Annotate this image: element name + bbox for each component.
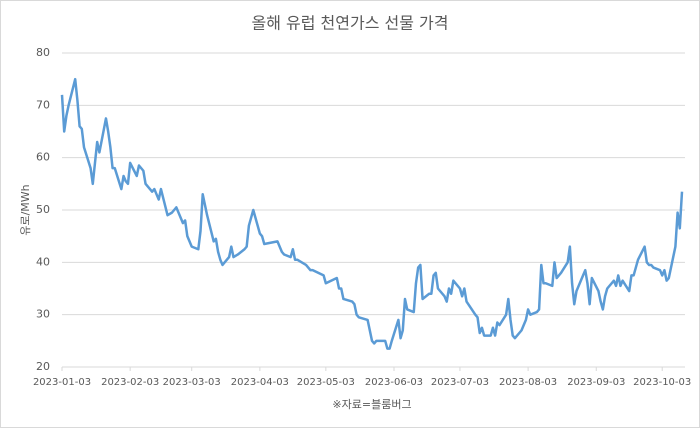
x-tick-label: 2023-09-03	[567, 377, 625, 388]
y-tick-label: 20	[36, 360, 50, 373]
x-tick-label: 2023-01-03	[33, 377, 91, 388]
x-tick-label: 2023-06-03	[365, 377, 423, 388]
x-tick-label: 2023-08-03	[499, 377, 557, 388]
x-tick-label: 2023-07-03	[431, 377, 489, 388]
x-axis-label: ※자료=블룸버그	[332, 398, 411, 411]
y-axis-label: 유로/MWh	[19, 184, 32, 235]
x-tick-label: 2023-05-03	[297, 377, 355, 388]
y-tick-label: 80	[36, 46, 50, 59]
line-series	[60, 77, 684, 350]
x-tick-label: 2023-04-03	[231, 377, 289, 388]
y-tick-label: 60	[36, 151, 50, 164]
x-tick-label: 2023-02-03	[101, 377, 159, 388]
x-tick-label: 2023-03-03	[163, 377, 221, 388]
y-tick-label: 70	[36, 98, 50, 111]
y-tick-label: 40	[36, 255, 50, 268]
chart-title: 올해 유럽 천연가스 선물 가격	[252, 14, 449, 33]
y-tick-label: 30	[36, 308, 50, 321]
x-tick-label: 2023-10-03	[633, 377, 691, 388]
y-tick-label: 50	[36, 203, 50, 216]
